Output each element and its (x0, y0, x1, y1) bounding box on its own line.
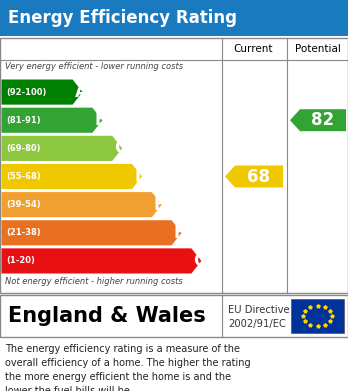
Text: EU Directive: EU Directive (228, 305, 290, 315)
Text: England & Wales: England & Wales (8, 306, 206, 326)
Text: Potential: Potential (294, 44, 340, 54)
Text: (1-20): (1-20) (6, 256, 35, 265)
Polygon shape (1, 248, 201, 273)
Text: (92-100): (92-100) (6, 88, 46, 97)
Text: E: E (154, 196, 165, 213)
Polygon shape (1, 220, 182, 246)
Polygon shape (225, 165, 283, 187)
Text: (69-80): (69-80) (6, 144, 40, 153)
Text: 68: 68 (247, 167, 270, 185)
Bar (0, 38, 348, 293)
Bar (291, 299, 344, 333)
Text: (81-91): (81-91) (6, 116, 41, 125)
Text: (39-54): (39-54) (6, 200, 41, 209)
Polygon shape (1, 192, 162, 217)
Text: The energy efficiency rating is a measure of the
overall efficiency of a home. T: The energy efficiency rating is a measur… (5, 344, 251, 391)
Text: A: A (74, 83, 87, 101)
Text: 82: 82 (311, 111, 334, 129)
Text: F: F (174, 224, 185, 242)
Bar (0, 295, 348, 337)
Text: (21-38): (21-38) (6, 228, 41, 237)
Bar (0, 0, 348, 36)
Text: (55-68): (55-68) (6, 172, 41, 181)
Text: D: D (134, 167, 148, 185)
Text: G: G (193, 252, 207, 270)
Polygon shape (1, 164, 142, 189)
Polygon shape (1, 79, 82, 105)
Text: Very energy efficient - lower running costs: Very energy efficient - lower running co… (5, 62, 183, 71)
Text: Not energy efficient - higher running costs: Not energy efficient - higher running co… (5, 277, 183, 286)
Polygon shape (1, 136, 122, 161)
Text: 2002/91/EC: 2002/91/EC (228, 319, 286, 328)
Text: Current: Current (234, 44, 273, 54)
Text: C: C (114, 139, 126, 157)
Polygon shape (290, 109, 346, 131)
Polygon shape (1, 108, 102, 133)
Text: B: B (94, 111, 107, 129)
Text: Energy Efficiency Rating: Energy Efficiency Rating (8, 9, 237, 27)
